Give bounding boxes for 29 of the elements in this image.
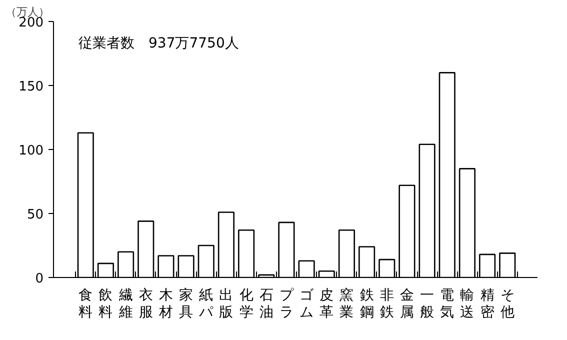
x-tick-label: 金属 [400, 288, 414, 320]
y-tick-label: 200 [18, 16, 44, 30]
x-tick-label: プラ [279, 288, 294, 320]
x-tick-label: 衣服 [138, 288, 153, 320]
x-tick-label: 飲料 [98, 288, 113, 320]
y-axis-title: （万人） [6, 6, 50, 18]
x-tick-label: 化学 [239, 288, 254, 320]
x-tick-label: 鉄鋼 [360, 288, 374, 320]
annotation: 従業者数 937万7750人 [78, 36, 239, 52]
x-tick-label: 出版 [219, 288, 234, 320]
y-tick-label: 0 [35, 272, 44, 286]
y-tick-label: 100 [18, 144, 44, 158]
x-tick-label: 家具 [179, 288, 194, 320]
x-tick-label: 繊維 [118, 288, 133, 320]
x-tick-label: 窯業 [340, 288, 354, 320]
x-tick-label: 電気 [440, 288, 454, 320]
x-tick-label: ゴム [300, 288, 315, 320]
x-tick-label: そ他 [500, 288, 514, 320]
x-tick-label: 石油 [259, 288, 274, 320]
x-tick-label: 一般 [420, 288, 434, 320]
x-tick-label: 食料 [78, 288, 93, 320]
x-tick-label: 紙パ [198, 288, 214, 320]
y-tick-label: 50 [26, 208, 44, 222]
y-tick-label: 150 [18, 80, 44, 94]
x-tick-label: 輸送 [460, 288, 474, 320]
x-tick-label: 木材 [158, 288, 173, 320]
x-tick-label: 精密 [480, 288, 494, 320]
x-tick-label: 非鉄 [380, 288, 394, 320]
x-tick-label: 皮革 [320, 288, 334, 320]
